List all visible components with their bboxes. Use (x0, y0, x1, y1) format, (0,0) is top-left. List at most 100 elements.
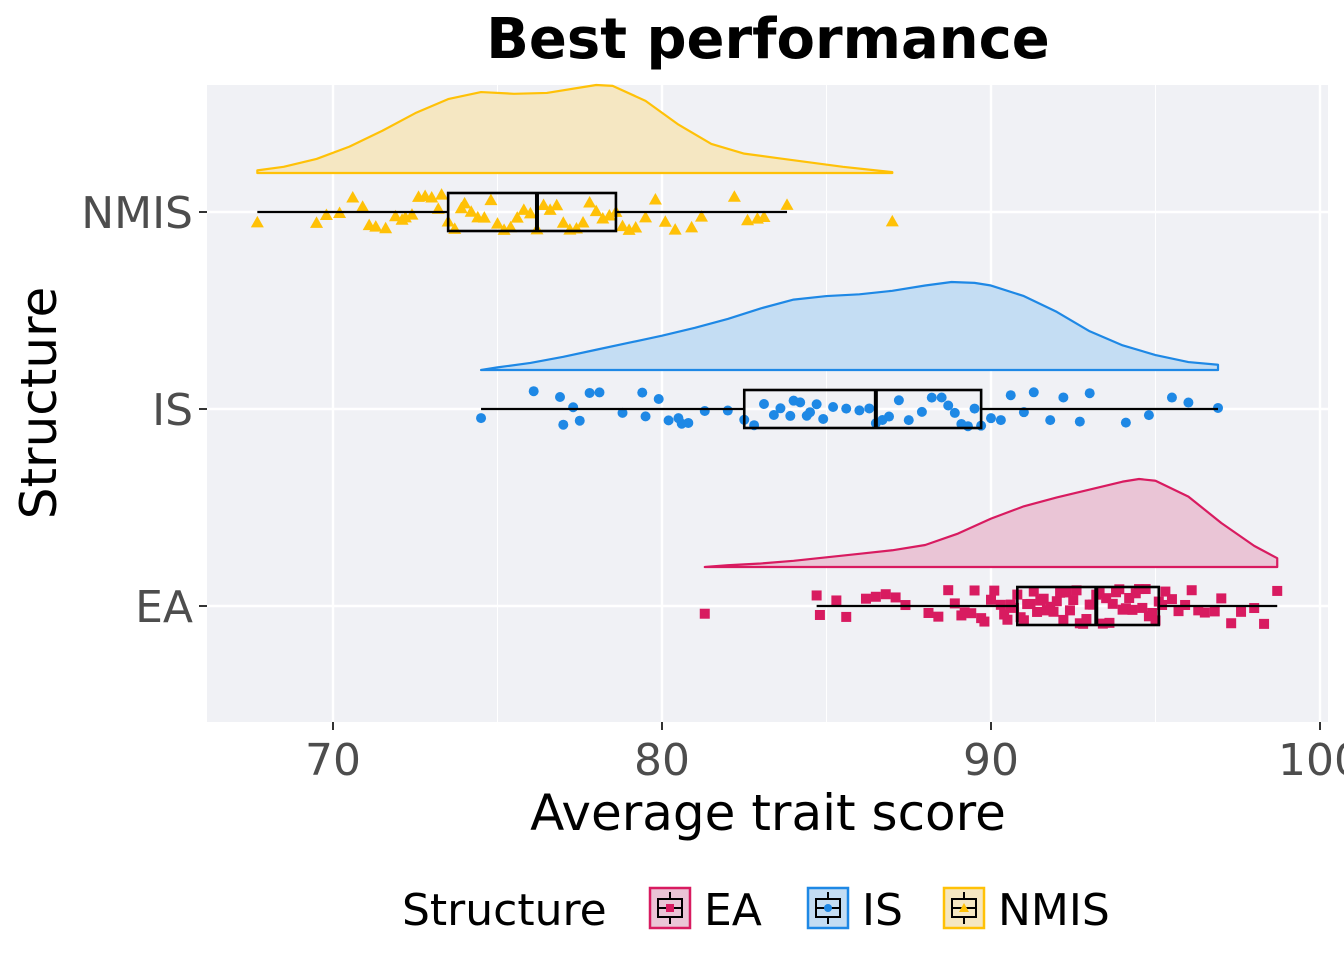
data-point-is (864, 403, 875, 414)
data-point-is (828, 401, 839, 412)
data-point-is (768, 410, 779, 421)
data-point-is (584, 387, 595, 398)
data-point-nmis (389, 209, 403, 222)
x-tick-label: 100 (1278, 735, 1344, 786)
data-point-nmis (458, 196, 472, 209)
data-point-ea (1134, 584, 1145, 595)
legend-item-nmis: NMIS (942, 885, 1110, 936)
data-point-ea (1216, 593, 1227, 604)
data-point-is (1166, 392, 1177, 403)
data-point-ea (995, 599, 1006, 610)
data-point-ea (1018, 615, 1029, 626)
legend-label: IS (862, 885, 903, 936)
y-tick-label: NMIS (81, 188, 193, 239)
data-point-nmis (576, 215, 590, 228)
data-point-is (1074, 416, 1085, 427)
data-point-nmis (491, 217, 504, 229)
data-point-ea (1173, 606, 1184, 617)
data-point-ea (890, 592, 901, 603)
boxplots (257, 191, 1278, 627)
legend-item-is: IS (806, 885, 903, 936)
data-point-ea (1193, 605, 1204, 616)
legend-marker (824, 904, 832, 912)
data-point-ea (814, 609, 825, 620)
data-point-is (903, 415, 914, 426)
data-point-nmis (369, 220, 383, 232)
data-point-nmis (356, 200, 370, 212)
legend-marker (959, 903, 969, 912)
data-point-nmis (780, 198, 794, 210)
data-point-nmis (464, 205, 478, 217)
data-point-nmis (668, 223, 682, 235)
data-point-nmis (602, 208, 616, 221)
data-point-ea (989, 585, 1000, 596)
data-point-ea (1209, 606, 1220, 617)
legend-title: Structure (402, 885, 607, 936)
data-point-is (699, 406, 710, 417)
data-point-nmis (596, 212, 610, 224)
data-point-ea (979, 616, 990, 627)
data-point-nmis (510, 211, 524, 223)
data-point-ea (1025, 598, 1036, 609)
y-tick-label: IS (152, 385, 193, 436)
data-point-nmis (694, 210, 708, 222)
data-point-ea (1081, 614, 1092, 625)
data-point-nmis (425, 191, 439, 203)
data-point-nmis (616, 219, 630, 232)
data-point-nmis (757, 210, 771, 222)
data-point-is (558, 419, 569, 430)
x-tick-label: 90 (963, 735, 1019, 786)
data-point-ea (923, 607, 934, 618)
data-point-nmis (319, 208, 333, 220)
data-point-ea (1166, 594, 1177, 605)
data-point-is (1028, 387, 1039, 398)
data-point-is (841, 403, 852, 414)
data-point-ea (999, 609, 1010, 620)
data-point-nmis (250, 215, 264, 228)
legend-label: EA (704, 885, 762, 936)
data-point-nmis (727, 190, 741, 202)
data-point-ea (966, 608, 977, 619)
data-point-is (476, 413, 487, 424)
data-point-ea (1259, 618, 1270, 629)
data-point-is (555, 391, 566, 402)
data-point-is (1005, 390, 1016, 401)
data-point-is (936, 392, 947, 403)
data-point-ea (1104, 617, 1115, 628)
y-tick-label: EA (135, 582, 193, 633)
data-point-ea (1028, 586, 1039, 597)
data-point-ea (1226, 618, 1237, 629)
data-point-ea (1186, 585, 1197, 596)
data-point-is (884, 411, 895, 422)
data-point-is (1143, 410, 1154, 421)
data-point-ea (831, 595, 842, 606)
data-point-ea (699, 608, 710, 619)
data-point-ea (1071, 585, 1082, 596)
data-point-ea (1199, 607, 1210, 618)
density-cloud-is (479, 280, 1220, 372)
data-point-nmis (658, 215, 672, 227)
data-point-is (574, 415, 585, 426)
data-point-ea (1009, 602, 1020, 613)
data-point-ea (1107, 598, 1118, 609)
data-point-ea (1002, 614, 1013, 625)
data-point-ea (1058, 614, 1069, 625)
data-point-ea (1124, 592, 1135, 603)
x-tick-label: 70 (305, 735, 361, 786)
data-point-nmis (556, 216, 570, 228)
density-cloud-ea (703, 477, 1279, 569)
y-axis-title: Structure (10, 287, 68, 520)
data-point-ea (1147, 608, 1158, 619)
data-point-is (795, 397, 806, 408)
data-point-is (775, 403, 786, 414)
data-point-nmis (885, 214, 899, 227)
data-point-nmis (589, 204, 603, 217)
data-point-is (943, 400, 954, 411)
data-point-ea (1236, 606, 1247, 617)
data-point-is (617, 407, 628, 418)
data-point-ea (1055, 587, 1066, 598)
data-point-is (818, 413, 829, 424)
data-point-is (528, 386, 539, 397)
data-point-is (1120, 417, 1131, 428)
data-point-ea (1061, 587, 1072, 598)
